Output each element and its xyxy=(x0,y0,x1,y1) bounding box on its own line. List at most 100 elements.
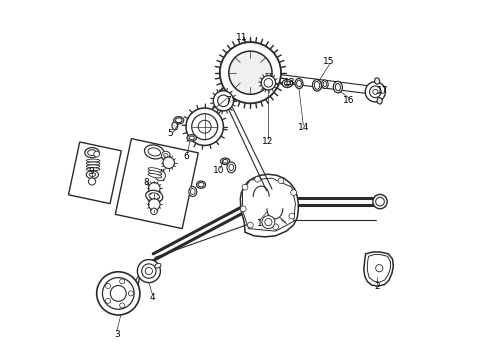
Circle shape xyxy=(198,120,211,133)
Text: 8: 8 xyxy=(144,179,149,188)
Circle shape xyxy=(365,82,386,102)
Circle shape xyxy=(376,265,383,272)
Ellipse shape xyxy=(196,181,206,188)
Text: 7: 7 xyxy=(225,96,231,105)
Circle shape xyxy=(151,208,157,215)
Text: 3: 3 xyxy=(114,330,120,338)
Polygon shape xyxy=(69,142,121,204)
Ellipse shape xyxy=(227,162,236,173)
Ellipse shape xyxy=(148,171,162,175)
Circle shape xyxy=(148,199,160,210)
Ellipse shape xyxy=(86,162,100,165)
Circle shape xyxy=(163,157,174,168)
Ellipse shape xyxy=(314,81,319,89)
Text: 14: 14 xyxy=(297,123,309,132)
Circle shape xyxy=(110,285,126,301)
Circle shape xyxy=(261,76,275,90)
Ellipse shape xyxy=(222,159,228,163)
Ellipse shape xyxy=(86,159,100,162)
Circle shape xyxy=(155,171,166,181)
Polygon shape xyxy=(240,174,298,237)
Ellipse shape xyxy=(296,80,301,87)
Polygon shape xyxy=(364,252,393,286)
Ellipse shape xyxy=(149,193,160,199)
Circle shape xyxy=(128,291,133,296)
Circle shape xyxy=(278,178,284,184)
Ellipse shape xyxy=(191,189,195,194)
Ellipse shape xyxy=(86,171,98,179)
Text: 6: 6 xyxy=(183,152,189,161)
Circle shape xyxy=(97,272,140,315)
Ellipse shape xyxy=(148,168,162,172)
Ellipse shape xyxy=(148,174,162,178)
Circle shape xyxy=(291,190,296,195)
Ellipse shape xyxy=(333,81,343,93)
Ellipse shape xyxy=(88,150,97,156)
Circle shape xyxy=(262,216,275,229)
Circle shape xyxy=(192,114,218,140)
Ellipse shape xyxy=(220,158,230,165)
Circle shape xyxy=(218,95,229,107)
Circle shape xyxy=(229,51,272,94)
Ellipse shape xyxy=(86,165,100,168)
Ellipse shape xyxy=(323,82,327,87)
Ellipse shape xyxy=(89,173,96,176)
Ellipse shape xyxy=(335,84,341,91)
Circle shape xyxy=(148,183,160,194)
Text: 2: 2 xyxy=(375,282,380,291)
Text: 17: 17 xyxy=(377,86,389,95)
Ellipse shape xyxy=(86,168,100,171)
Text: 16: 16 xyxy=(343,96,354,105)
Circle shape xyxy=(164,153,168,158)
Circle shape xyxy=(105,298,111,303)
Circle shape xyxy=(186,108,223,145)
Ellipse shape xyxy=(313,80,321,91)
Ellipse shape xyxy=(85,148,99,158)
Ellipse shape xyxy=(187,135,196,141)
Ellipse shape xyxy=(198,183,204,187)
Ellipse shape xyxy=(172,122,178,130)
Ellipse shape xyxy=(148,148,161,156)
Circle shape xyxy=(105,283,111,288)
Text: 1: 1 xyxy=(257,219,262,228)
Ellipse shape xyxy=(284,81,291,86)
Ellipse shape xyxy=(155,263,161,268)
Circle shape xyxy=(88,178,96,185)
Circle shape xyxy=(145,267,152,275)
Ellipse shape xyxy=(295,78,303,89)
Ellipse shape xyxy=(377,98,382,104)
Circle shape xyxy=(213,91,233,111)
Ellipse shape xyxy=(321,80,328,89)
Circle shape xyxy=(373,89,378,94)
Circle shape xyxy=(240,206,246,212)
Circle shape xyxy=(264,78,273,87)
Ellipse shape xyxy=(189,136,195,140)
Text: 4: 4 xyxy=(149,293,155,302)
Circle shape xyxy=(273,224,278,230)
Circle shape xyxy=(376,197,384,206)
Ellipse shape xyxy=(229,164,234,171)
Text: 5: 5 xyxy=(168,130,173,139)
Circle shape xyxy=(247,222,253,228)
Ellipse shape xyxy=(175,118,182,123)
Circle shape xyxy=(373,194,387,209)
Text: 12: 12 xyxy=(262,137,273,146)
Circle shape xyxy=(120,279,124,284)
Circle shape xyxy=(242,184,248,190)
Circle shape xyxy=(220,42,281,103)
Polygon shape xyxy=(368,255,391,282)
Circle shape xyxy=(369,86,381,98)
Text: 13: 13 xyxy=(284,78,296,87)
Ellipse shape xyxy=(374,78,380,84)
Circle shape xyxy=(102,278,134,309)
Polygon shape xyxy=(243,178,295,231)
Text: 9: 9 xyxy=(89,166,95,176)
Circle shape xyxy=(120,303,124,308)
Text: 15: 15 xyxy=(323,58,335,67)
Ellipse shape xyxy=(282,80,293,87)
Text: 11: 11 xyxy=(236,33,248,42)
Circle shape xyxy=(137,260,160,283)
Circle shape xyxy=(94,151,99,157)
Text: 10: 10 xyxy=(213,166,224,175)
Circle shape xyxy=(289,213,294,219)
